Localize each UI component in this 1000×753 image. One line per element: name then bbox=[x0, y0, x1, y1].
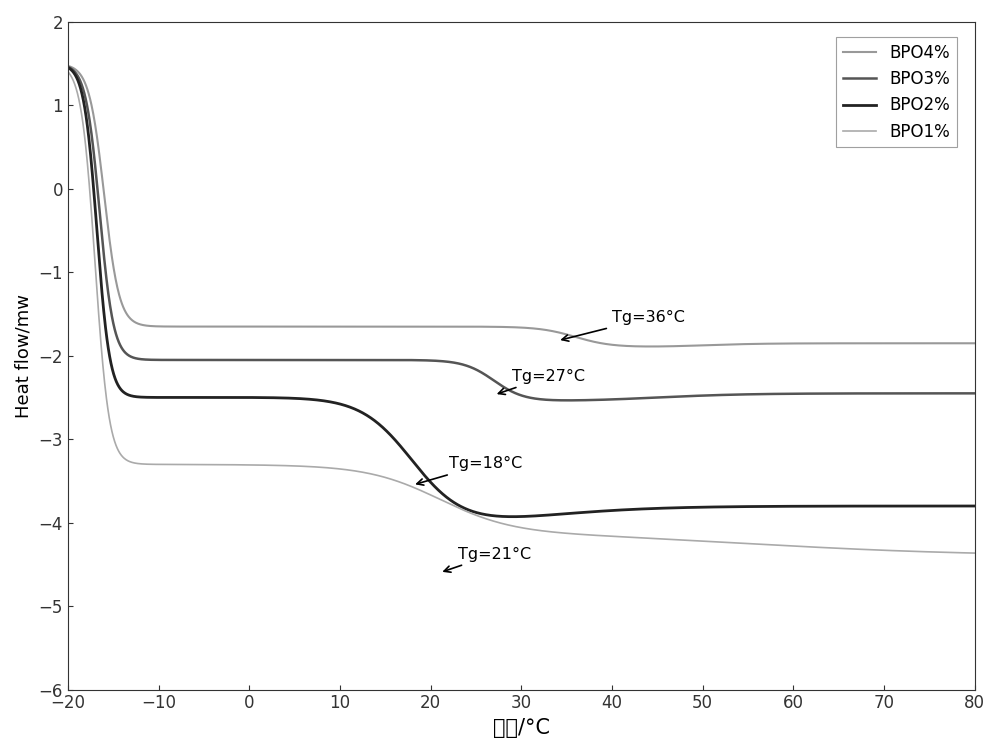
BPO1% bbox=[968, 549, 980, 558]
Y-axis label: Heat flow/mw: Heat flow/mw bbox=[15, 294, 33, 418]
BPO2% bbox=[776, 501, 788, 511]
Line: BPO3%: BPO3% bbox=[68, 67, 974, 401]
BPO3% bbox=[776, 389, 788, 398]
BPO1% bbox=[503, 520, 515, 529]
BPO3% bbox=[62, 62, 74, 72]
Text: Tg=36°C: Tg=36°C bbox=[562, 310, 685, 341]
BPO4% bbox=[776, 339, 788, 348]
BPO2% bbox=[507, 512, 519, 521]
BPO4% bbox=[108, 267, 120, 276]
BPO2% bbox=[943, 501, 955, 511]
BPO1% bbox=[942, 548, 954, 557]
BPO4% bbox=[503, 322, 515, 331]
BPO3% bbox=[479, 370, 491, 379]
BPO1% bbox=[776, 541, 788, 550]
BPO2% bbox=[62, 63, 74, 72]
BPO4% bbox=[943, 339, 955, 348]
BPO2% bbox=[503, 512, 515, 521]
BPO2% bbox=[942, 501, 954, 511]
BPO1% bbox=[479, 514, 491, 523]
BPO4% bbox=[942, 339, 954, 348]
Text: Tg=27°C: Tg=27°C bbox=[498, 369, 585, 395]
BPO2% bbox=[108, 371, 120, 380]
BPO4% bbox=[645, 342, 657, 351]
Text: Tg=21°C: Tg=21°C bbox=[444, 547, 531, 572]
BPO3% bbox=[562, 396, 574, 405]
BPO3% bbox=[968, 389, 980, 398]
Text: Tg=18°C: Tg=18°C bbox=[417, 456, 522, 485]
Line: BPO4%: BPO4% bbox=[68, 66, 974, 346]
Legend: BPO4%, BPO3%, BPO2%, BPO1%: BPO4%, BPO3%, BPO2%, BPO1% bbox=[836, 37, 957, 148]
Line: BPO2%: BPO2% bbox=[68, 68, 974, 517]
BPO1% bbox=[108, 435, 120, 444]
X-axis label: 温度/°C: 温度/°C bbox=[493, 718, 550, 738]
BPO4% bbox=[62, 61, 74, 70]
BPO3% bbox=[108, 322, 120, 331]
BPO3% bbox=[503, 386, 515, 395]
BPO4% bbox=[968, 339, 980, 348]
Line: BPO1%: BPO1% bbox=[68, 72, 974, 553]
BPO2% bbox=[479, 510, 491, 519]
BPO1% bbox=[942, 548, 954, 557]
BPO4% bbox=[479, 322, 491, 331]
BPO3% bbox=[943, 389, 955, 398]
BPO3% bbox=[942, 389, 954, 398]
BPO2% bbox=[968, 501, 980, 511]
BPO1% bbox=[62, 67, 74, 76]
